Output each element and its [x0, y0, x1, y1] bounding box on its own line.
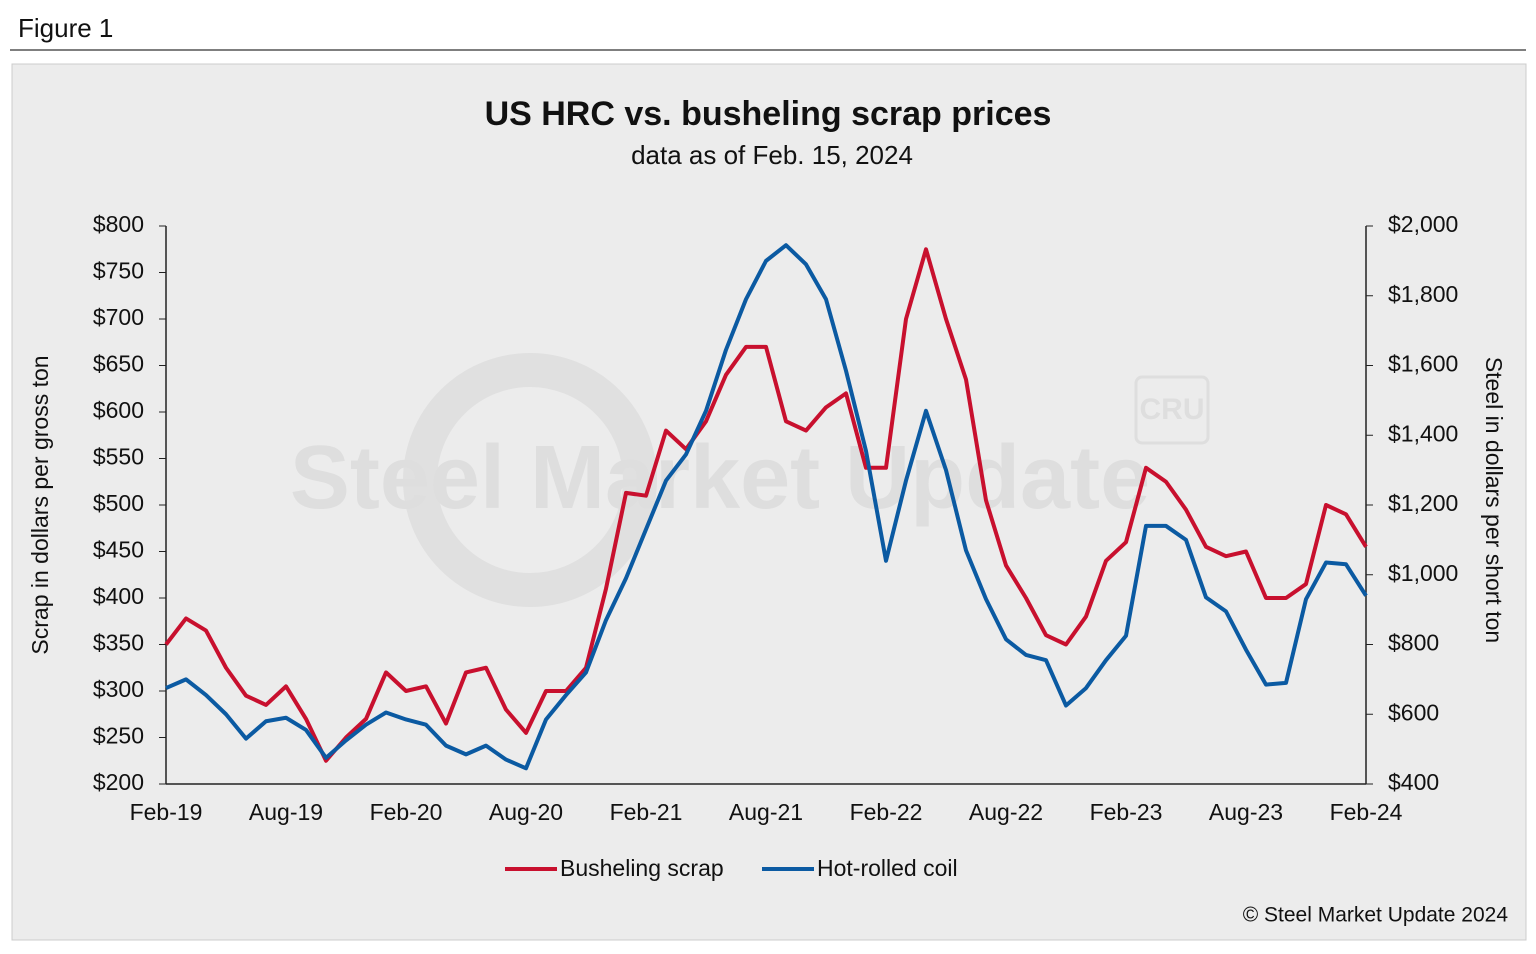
y-tick-label: $750	[93, 258, 144, 284]
y-tick-label: $800	[93, 211, 144, 237]
figure-label: Figure 1	[18, 13, 113, 43]
y-axis-title: Scrap in dollars per gross ton	[27, 355, 53, 654]
chart-subtitle: data as of Feb. 15, 2024	[631, 140, 913, 170]
y2-tick-label: $1,000	[1388, 560, 1458, 586]
x-tick-label: Feb-22	[850, 799, 923, 825]
y2-axis-title: Steel in dollars per short ton	[1481, 357, 1507, 643]
y2-tick-label: $1,200	[1388, 490, 1458, 516]
y-tick-label: $550	[93, 444, 144, 470]
y2-tick-label: $1,800	[1388, 281, 1458, 307]
y-tick-label: $450	[93, 537, 144, 563]
legend-label: Busheling scrap	[560, 855, 724, 881]
x-tick-label: Aug-22	[969, 799, 1043, 825]
x-tick-label: Feb-21	[610, 799, 683, 825]
y-tick-label: $700	[93, 304, 144, 330]
watermark: Steel Market Update	[290, 428, 1150, 528]
x-tick-label: Aug-21	[729, 799, 803, 825]
y-tick-label: $500	[93, 490, 144, 516]
series-line	[165, 243, 1368, 771]
y-tick-label: $300	[93, 676, 144, 702]
legend-label: Hot-rolled coil	[817, 855, 958, 881]
x-tick-label: Feb-19	[130, 799, 203, 825]
y2-tick-label: $1,600	[1388, 351, 1458, 377]
y2-tick-label: $600	[1388, 699, 1439, 725]
y-tick-label: $650	[93, 351, 144, 377]
watermark-ring	[403, 353, 657, 607]
y-tick-label: $250	[93, 723, 144, 749]
y2-tick-label: $400	[1388, 769, 1439, 795]
x-tick-label: Aug-23	[1209, 799, 1283, 825]
y-tick-label: $600	[93, 397, 144, 423]
y2-tick-label: $2,000	[1388, 211, 1458, 237]
y-tick-label: $400	[93, 583, 144, 609]
y-tick-label: $350	[93, 630, 144, 656]
chart-title: US HRC vs. busheling scrap prices	[485, 95, 1052, 133]
chart-panel	[11, 63, 1527, 941]
y-tick-label: $200	[93, 769, 144, 795]
x-tick-label: Feb-24	[1330, 799, 1403, 825]
watermark-logo: CRU	[1140, 393, 1205, 426]
y2-tick-label: $1,400	[1388, 420, 1458, 446]
x-tick-label: Aug-20	[489, 799, 563, 825]
y2-tick-label: $800	[1388, 630, 1439, 656]
copyright: © Steel Market Update 2024	[1243, 904, 1509, 927]
x-tick-label: Feb-20	[370, 799, 443, 825]
x-tick-label: Aug-19	[249, 799, 323, 825]
series-line	[164, 247, 1368, 763]
x-tick-label: Feb-23	[1090, 799, 1163, 825]
watermark-logo-box	[1134, 375, 1210, 445]
